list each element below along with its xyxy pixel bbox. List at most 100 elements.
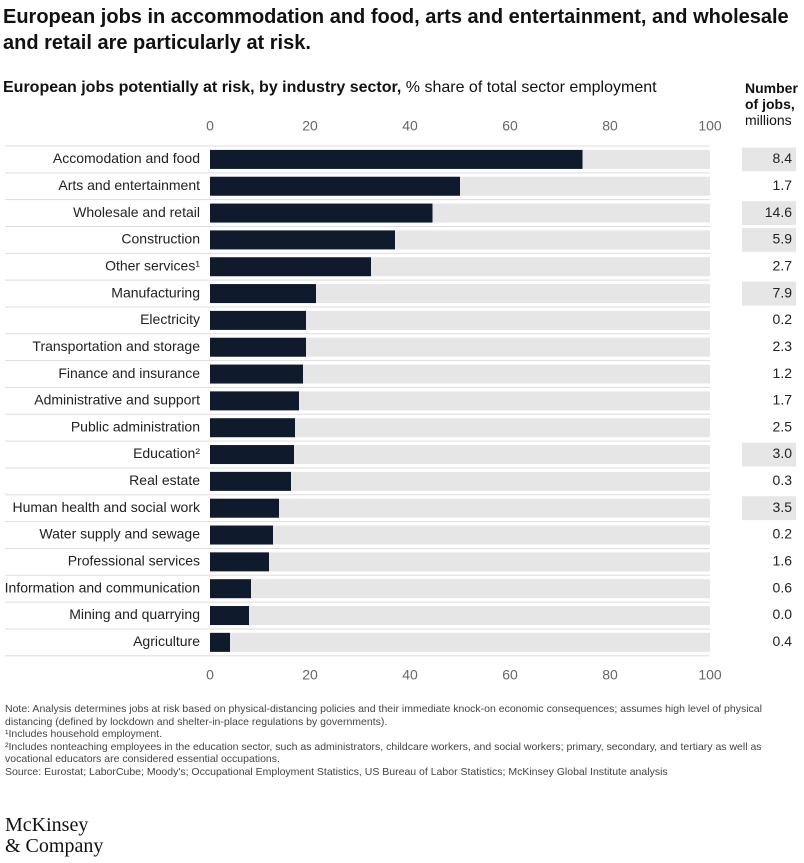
jobs-highlight — [742, 281, 796, 306]
bar — [210, 418, 295, 438]
x-tick-label: 80 — [602, 118, 618, 134]
logo-line: & Company — [5, 835, 104, 857]
jobs-value: 1.2 — [773, 365, 793, 381]
bar — [210, 230, 395, 250]
x-tick-label: 20 — [302, 118, 318, 134]
bar-track — [210, 391, 710, 411]
jobs-highlight — [742, 147, 796, 172]
jobs-highlight — [742, 227, 796, 252]
bar-track — [210, 552, 710, 572]
x-tick-label: 20 — [302, 666, 318, 682]
category-label: Human health and social work — [12, 499, 201, 515]
jobs-value: 0.6 — [773, 579, 793, 595]
category-label: Public administration — [71, 418, 200, 434]
category-label: Manufacturing — [111, 284, 200, 300]
bar — [210, 310, 306, 330]
bar — [210, 337, 306, 357]
category-label: Information and communication — [5, 579, 200, 595]
bar — [210, 284, 316, 304]
category-label: Professional services — [68, 553, 200, 569]
x-tick-label: 0 — [206, 118, 214, 134]
notes: Note: Analysis determines jobs at risk b… — [5, 703, 795, 778]
category-label: Agriculture — [133, 633, 200, 649]
chart-title: European jobs in accommodation and food,… — [3, 6, 789, 54]
jobs-unit: millions — [745, 112, 792, 128]
bar-track — [210, 632, 710, 652]
jobs-value: 2.7 — [773, 257, 793, 273]
x-tick-label: 80 — [602, 666, 618, 682]
bar-track — [210, 445, 710, 465]
bar-track — [210, 337, 710, 357]
category-label: Wholesale and retail — [73, 204, 200, 220]
jobs-value: 3.0 — [773, 445, 793, 461]
bar — [210, 471, 291, 491]
bar — [210, 445, 294, 465]
jobs-value: 0.2 — [773, 311, 793, 327]
category-label: Electricity — [140, 311, 200, 327]
logo-line: McKinsey — [5, 814, 89, 836]
category-label: Finance and insurance — [58, 365, 200, 381]
bar — [210, 552, 269, 572]
note: ²Includes nonteaching employees in the e… — [5, 740, 762, 766]
jobs-highlight — [742, 201, 796, 225]
category-label: Real estate — [129, 472, 200, 488]
bar-track — [210, 418, 710, 438]
jobs-value: 0.0 — [773, 606, 793, 622]
jobs-value: 7.9 — [773, 284, 793, 300]
bar-track — [210, 525, 710, 545]
jobs-value: 1.7 — [773, 177, 793, 193]
subtitle: European jobs potentially at risk, by in… — [3, 79, 657, 97]
subtitle-bold: European jobs potentially at risk, by in… — [3, 79, 402, 96]
bar-track — [210, 310, 710, 330]
category-label: Mining and quarrying — [69, 606, 200, 622]
note: Source: Eurostat; LaborCube; Moody's; Oc… — [5, 765, 668, 778]
jobs-value: 1.7 — [773, 392, 793, 408]
unit: % share of total sector employment — [405, 79, 657, 96]
bar — [210, 498, 279, 518]
bar — [210, 203, 433, 223]
bar — [210, 606, 249, 626]
category-label: Arts and entertainment — [58, 177, 200, 193]
jobs-highlight — [742, 496, 796, 521]
bar-track — [210, 284, 710, 304]
chart: 0 0 20 20 40 40 60 60 80 80 100 100 Accomodation and… — [5, 118, 796, 682]
note: ¹Includes household employment. — [5, 728, 163, 740]
jobs-value: 1.6 — [773, 553, 793, 569]
bar-track — [210, 471, 710, 491]
jobs-value: 0.4 — [773, 633, 793, 649]
jobs-value: 0.3 — [773, 472, 793, 488]
bar — [210, 176, 460, 196]
category-label: Other services¹ — [105, 257, 200, 273]
category-label: Water supply and sewage — [39, 526, 200, 542]
logo: McKinsey & Company — [5, 815, 103, 857]
category-label: Construction — [121, 231, 200, 247]
category-label: Accomodation and food — [53, 150, 200, 166]
jobs-value: 2.3 — [773, 338, 793, 354]
jobs-value: 3.5 — [773, 499, 793, 515]
jobs-title: Number of jobs, — [745, 80, 798, 112]
category-label: Education² — [133, 445, 200, 461]
bar-track — [210, 364, 710, 384]
bar-track — [210, 606, 710, 626]
x-tick-label: 60 — [502, 118, 518, 134]
bar — [210, 525, 273, 545]
x-tick-label: 100 — [698, 666, 722, 682]
x-tick-label: 0 — [206, 666, 214, 682]
jobs-value: 2.5 — [773, 418, 793, 434]
x-tick-label: 40 — [402, 118, 418, 134]
x-tick-label: 40 — [402, 666, 418, 682]
note: Note: Analysis determines jobs at risk b… — [5, 703, 762, 728]
bar — [210, 579, 251, 599]
x-tick-label: 60 — [502, 666, 518, 682]
x-tick-label: 100 — [698, 118, 722, 134]
bar — [210, 632, 230, 652]
jobs-value: 5.9 — [773, 231, 793, 247]
jobs-header: Number of jobs, millions — [745, 80, 803, 128]
bar-track — [210, 498, 710, 518]
category-label: Administrative and support — [34, 392, 200, 408]
jobs-value: 0.2 — [773, 526, 793, 542]
bar — [210, 391, 299, 411]
bar-track — [210, 579, 710, 599]
bar — [210, 257, 371, 277]
